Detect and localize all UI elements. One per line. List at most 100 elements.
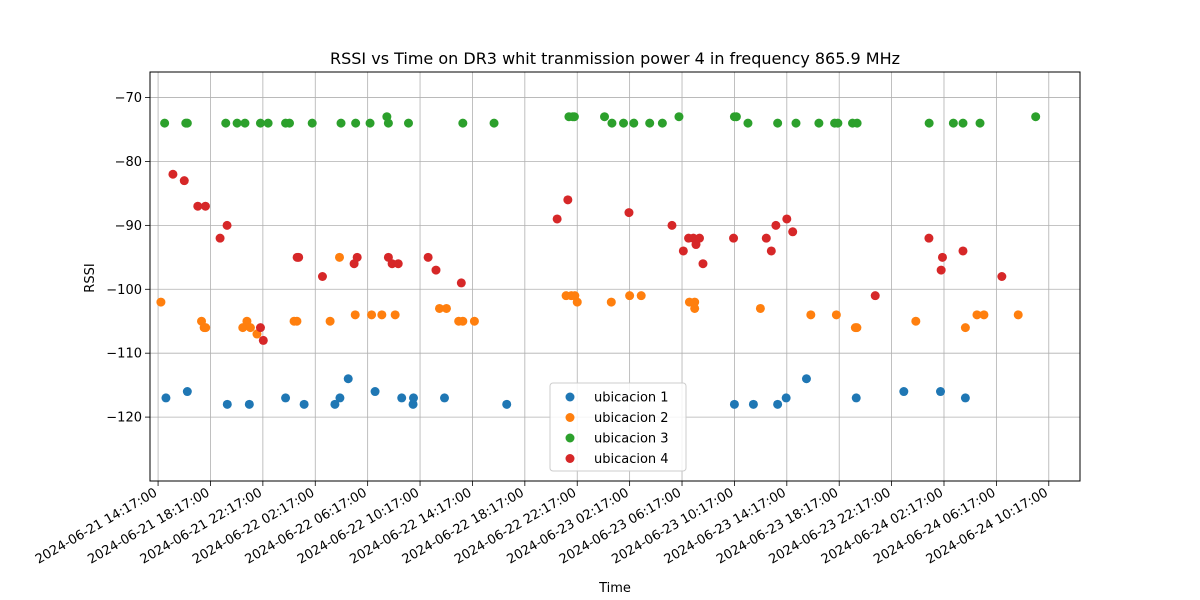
data-point	[975, 118, 985, 128]
data-point	[240, 118, 250, 128]
data-point	[936, 265, 946, 275]
data-point	[285, 118, 294, 128]
y-tick-label: −70	[115, 91, 142, 106]
data-point	[782, 214, 792, 224]
data-point	[788, 227, 798, 237]
data-point	[423, 252, 433, 262]
data-point	[852, 323, 862, 333]
data-point	[937, 252, 947, 262]
data-point	[645, 118, 655, 128]
data-point	[222, 220, 232, 230]
y-axis-label: RSSI	[83, 263, 98, 292]
data-point	[773, 399, 783, 409]
y-axis: −70 −80 −90 −100 −110 −120	[106, 91, 150, 426]
data-point	[629, 118, 639, 128]
y-tick-label: −120	[106, 411, 142, 426]
data-point	[569, 112, 579, 122]
data-point	[997, 272, 1007, 281]
data-point	[624, 208, 634, 218]
data-point	[489, 118, 499, 128]
data-point	[761, 233, 771, 243]
legend-marker	[565, 413, 575, 422]
data-point	[814, 118, 824, 128]
data-point	[731, 112, 741, 122]
data-point	[367, 310, 377, 320]
data-point	[851, 393, 861, 403]
data-point	[690, 303, 700, 313]
data-point	[936, 387, 945, 397]
data-point	[831, 310, 841, 320]
data-point	[156, 297, 166, 307]
data-point	[168, 169, 178, 179]
data-point	[335, 393, 345, 403]
series-3	[160, 112, 1041, 128]
legend-marker	[565, 454, 575, 463]
data-point	[160, 118, 170, 128]
data-point	[317, 272, 327, 281]
data-points	[156, 112, 1041, 409]
data-point	[292, 316, 302, 326]
series-1	[161, 374, 970, 409]
data-point	[771, 220, 781, 230]
data-point	[870, 291, 880, 301]
legend-marker	[565, 392, 575, 402]
data-point	[325, 316, 335, 326]
data-point	[334, 252, 344, 262]
legend-label: ubicacion 4	[594, 452, 669, 467]
data-point	[299, 399, 309, 409]
data-point	[911, 316, 921, 326]
data-point	[698, 259, 708, 269]
data-point	[307, 118, 317, 128]
chart-title: RSSI vs Time on DR3 whit tranmission pow…	[330, 49, 900, 68]
data-point	[294, 252, 304, 262]
data-point	[440, 393, 449, 403]
data-point	[502, 399, 512, 409]
data-point	[343, 374, 353, 384]
data-point	[365, 118, 375, 128]
data-point	[607, 118, 617, 128]
data-point	[781, 393, 791, 403]
data-point	[182, 118, 192, 128]
legend-marker	[565, 433, 575, 443]
data-point	[924, 118, 934, 128]
data-point	[352, 252, 362, 262]
data-point	[383, 118, 393, 128]
data-point	[281, 393, 291, 403]
data-point	[694, 233, 704, 243]
legend-label: ubicacion 1	[594, 391, 669, 406]
series-4	[168, 169, 1007, 345]
data-point	[232, 118, 242, 128]
data-point	[182, 387, 192, 397]
data-point	[258, 335, 268, 345]
data-point	[833, 118, 843, 128]
legend-box	[549, 382, 687, 472]
data-point	[600, 112, 610, 122]
data-point	[619, 118, 629, 128]
data-point	[948, 118, 958, 128]
data-point	[179, 176, 189, 186]
data-point	[552, 214, 562, 224]
data-point	[690, 297, 700, 307]
data-point	[729, 233, 739, 243]
data-point	[960, 393, 970, 403]
data-point	[215, 233, 225, 243]
data-point	[458, 118, 468, 128]
data-point	[434, 303, 444, 313]
data-point	[979, 310, 989, 320]
data-point	[200, 201, 210, 211]
data-point	[960, 323, 970, 333]
data-point	[255, 323, 265, 333]
grid	[150, 72, 1080, 481]
plot-frame	[149, 71, 1081, 482]
data-point	[806, 310, 816, 320]
data-point	[330, 399, 340, 409]
data-point	[729, 399, 739, 409]
legend-label: ubicacion 3	[594, 432, 669, 447]
data-point	[801, 374, 811, 384]
data-point	[625, 291, 635, 301]
data-point	[678, 246, 688, 256]
data-point	[193, 201, 203, 211]
data-point	[222, 399, 232, 409]
